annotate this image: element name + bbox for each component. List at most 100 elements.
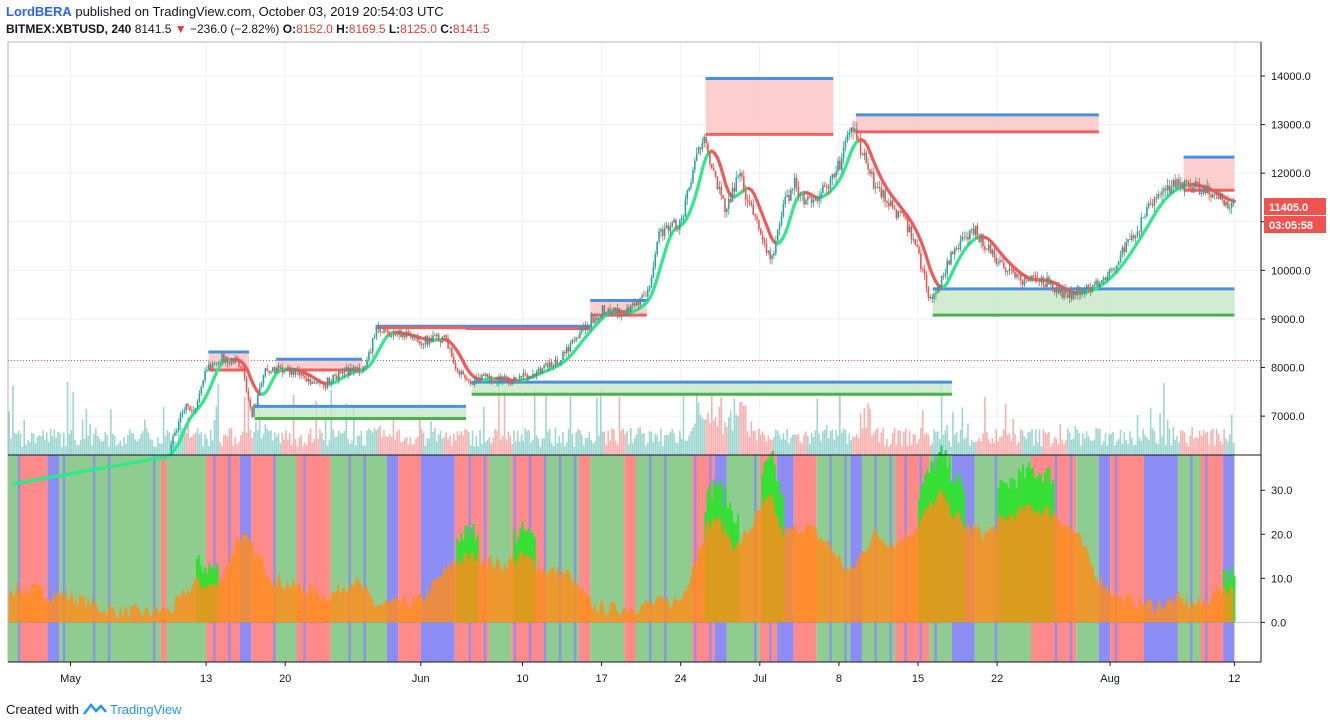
candle-body [916, 244, 918, 247]
candle-body [1121, 247, 1124, 256]
candle-body [545, 363, 547, 366]
candle-body [1221, 193, 1224, 201]
candle-body [752, 205, 755, 215]
volume-bar [1021, 430, 1024, 455]
volume-bar [503, 389, 506, 455]
candle-body [371, 338, 374, 353]
oscillator-area [8, 445, 1236, 623]
volume-bar [1198, 430, 1201, 455]
oscillator-green-bar [1233, 575, 1236, 623]
volume-bar [166, 430, 169, 455]
author-link[interactable]: LordBERA [6, 4, 72, 19]
candle-body [742, 176, 745, 191]
candle-body [418, 341, 421, 344]
price-change: −236.0 (−2.82%) [189, 22, 280, 36]
volume-bar [993, 443, 996, 455]
volume-bar [428, 438, 431, 455]
candle-body [498, 376, 500, 383]
volume-bar [897, 430, 900, 455]
candle-body [315, 382, 317, 384]
candle-body [230, 360, 233, 364]
volume-bar [262, 434, 265, 455]
candle-body [1065, 288, 1067, 294]
volume-bar [87, 435, 90, 455]
candle-body [1087, 285, 1090, 288]
volume-bar [1183, 432, 1186, 455]
volume-bar [136, 441, 139, 455]
time-tick-label: 12 [1228, 673, 1240, 685]
level-zone [254, 406, 466, 419]
candle-body [354, 366, 357, 372]
oscillator-tick-label: 0.0 [1271, 617, 1286, 629]
candle-body [1044, 284, 1046, 287]
volume-bar [386, 437, 389, 455]
volume-bar [1112, 432, 1114, 455]
volume-bar [466, 429, 468, 455]
candle-body [985, 249, 988, 251]
volume-bar [277, 433, 280, 455]
candle-body [177, 421, 180, 431]
candle-body [526, 374, 528, 380]
candle-body [1061, 289, 1063, 298]
candle-body [326, 377, 329, 388]
volume-bar [1195, 436, 1197, 455]
volume-bar [467, 432, 470, 455]
candle-body [324, 385, 327, 388]
volume-bar [300, 435, 302, 455]
volume-bar [121, 446, 123, 455]
candle-body [605, 312, 608, 315]
chart-canvas[interactable]: 7000.08000.09000.010000.011000.012000.01… [0, 0, 1330, 700]
candle-body [366, 359, 368, 367]
volume-bar [650, 432, 653, 455]
volume-bar [776, 431, 779, 455]
volume-bar [669, 432, 672, 455]
volume-bar [895, 444, 898, 455]
candle-body [603, 305, 606, 315]
candle-body [1099, 282, 1101, 288]
candle-body [726, 208, 728, 213]
volume-bar [258, 410, 261, 455]
volume-bar [820, 440, 822, 455]
candle-body [1034, 275, 1037, 278]
candle-body [417, 337, 419, 342]
volume-bar [675, 442, 677, 455]
volume-bar [373, 427, 376, 455]
volume-bar [187, 417, 189, 455]
candle-body [285, 370, 287, 371]
down-arrow-icon: ▼ [174, 22, 187, 36]
candle-body [1125, 242, 1127, 252]
volume-bar [1070, 439, 1073, 455]
volume-bar [15, 433, 18, 455]
volume-bar [1115, 441, 1118, 455]
candle-body [903, 213, 905, 217]
volume-bar [532, 440, 534, 455]
candle-body [840, 157, 843, 170]
volume-bar [660, 428, 662, 455]
candle-body [1080, 290, 1082, 295]
volume-bar [83, 438, 86, 455]
candle-body [769, 250, 771, 260]
volume-bar [1059, 424, 1062, 455]
candle-body [1117, 261, 1120, 266]
last-price-label: 11405.0 [1269, 202, 1308, 214]
volume-bar [876, 427, 879, 455]
volume-bar [775, 429, 777, 455]
candle-body [1016, 273, 1018, 278]
volume-bar [381, 437, 383, 455]
volume-bar [1227, 441, 1229, 455]
volume-bar [620, 430, 623, 455]
candle-body [494, 381, 496, 383]
volume-bar [358, 435, 361, 455]
volume-bar [1200, 435, 1203, 455]
candle-body [599, 315, 602, 318]
candle-body [912, 239, 915, 241]
candle-body [396, 334, 398, 336]
volume-bar [588, 431, 591, 455]
tradingview-brand-link[interactable]: TradingView [110, 702, 182, 717]
candle-body [415, 337, 417, 339]
ma-segment [786, 214, 793, 228]
volume-bar [289, 433, 291, 455]
oscillator-band [635, 455, 692, 662]
volume-bar [305, 444, 308, 455]
volume-bar [40, 436, 42, 455]
